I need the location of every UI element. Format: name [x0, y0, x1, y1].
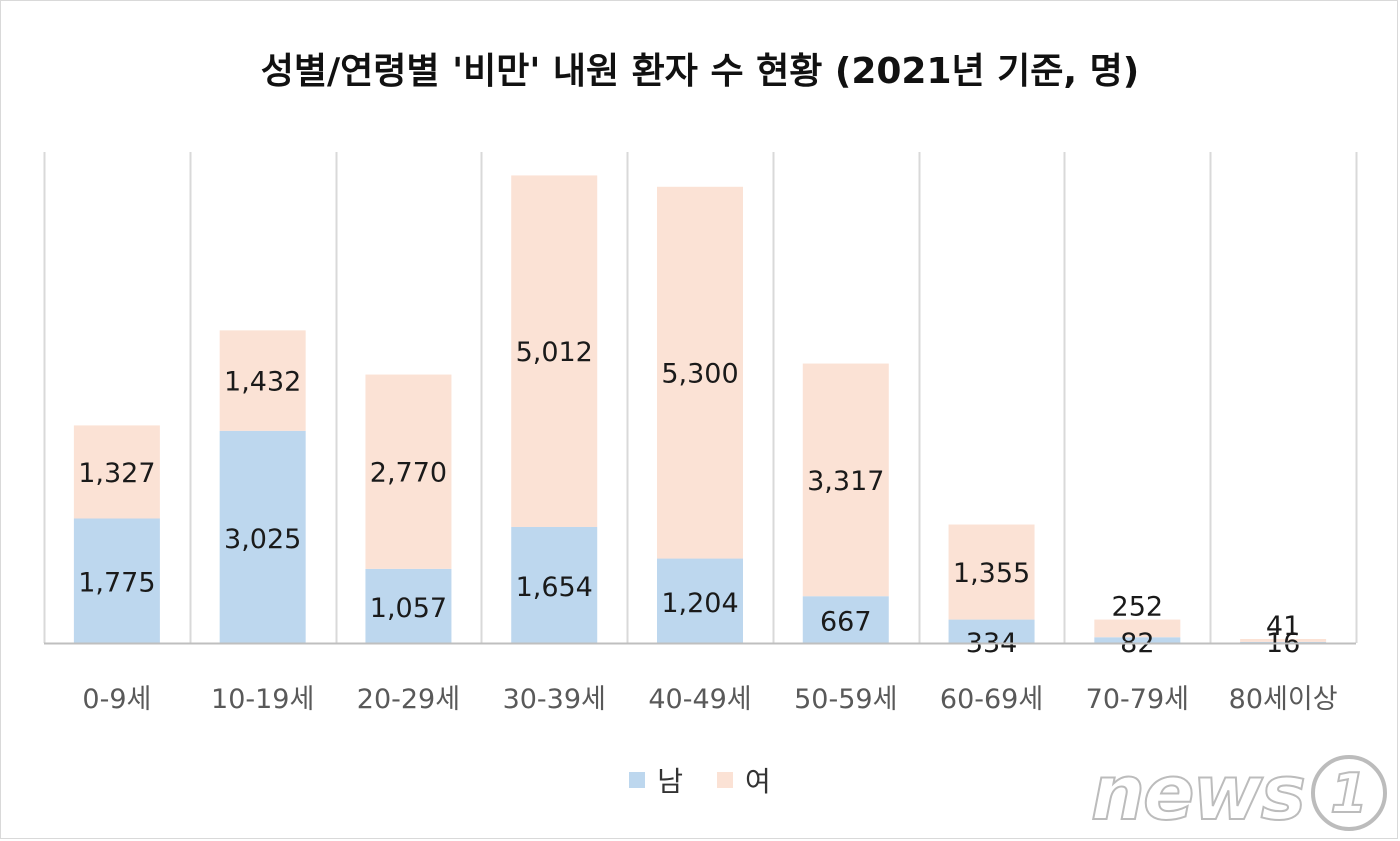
data-label-female: 2,770 — [370, 458, 447, 489]
bar-segment-female — [1094, 619, 1181, 638]
legend-label-female: 여 — [745, 765, 771, 798]
news1-watermark: news 1 — [1090, 747, 1390, 838]
x-tick-label: 70-79세 — [1086, 684, 1189, 715]
bar-segment-male — [219, 430, 306, 643]
data-label-female: 5,012 — [516, 337, 593, 368]
bar-segment-female — [1240, 639, 1327, 642]
x-tick-label: 30-39세 — [503, 684, 606, 715]
bar-segment-male — [1240, 641, 1327, 643]
chart-title: 성별/연령별 '비만' 내원 환자 수 현황 (2021년 기준, 명) — [260, 51, 1140, 92]
data-label-male: 667 — [820, 607, 872, 638]
data-label-male: 1,057 — [370, 593, 447, 624]
bar-segment-female — [365, 374, 452, 569]
x-tick-label: 20-29세 — [357, 684, 460, 715]
data-label-female: 252 — [1112, 592, 1164, 623]
x-tick-label: 80세이상 — [1229, 684, 1338, 715]
x-tick-label: 40-49세 — [648, 684, 751, 715]
bar-segment-male — [511, 526, 598, 643]
data-label-female: 1,355 — [953, 558, 1030, 589]
watermark-logo-digit: 1 — [1330, 762, 1368, 825]
x-tick-label: 10-19세 — [211, 684, 314, 715]
x-tick-label: 60-69세 — [940, 684, 1043, 715]
bar-segment-female — [511, 175, 598, 527]
legend-item-female: 여 — [717, 760, 771, 800]
data-label-male: 1,775 — [78, 568, 155, 599]
bar-segment-male — [802, 596, 889, 643]
data-label-female: 41 — [1266, 611, 1300, 642]
data-label-male: 1,204 — [661, 588, 738, 619]
bar-segment-male — [73, 518, 160, 643]
legend: 남 여 — [0, 760, 1400, 800]
bar-segment-male — [365, 568, 452, 643]
data-label-female: 3,317 — [807, 466, 884, 497]
news1-logo-icon: 1 — [1311, 754, 1387, 831]
bar-segment-female — [802, 363, 889, 597]
data-label-female: 5,300 — [661, 359, 738, 390]
bar-segment-male — [948, 619, 1035, 643]
data-label-female: 1,327 — [78, 458, 155, 489]
legend-swatch-male — [629, 772, 646, 788]
legend-item-male: 남 — [629, 760, 683, 800]
bar-segment-female — [948, 524, 1035, 620]
bar-segment-female — [219, 330, 306, 431]
bar-segment-male — [1094, 637, 1181, 643]
legend-label-male: 남 — [657, 765, 683, 798]
data-label-female: 1,432 — [224, 367, 301, 398]
x-tick-label: 50-59세 — [794, 684, 897, 715]
legend-swatch-female — [717, 772, 733, 788]
bar-segment-female — [73, 425, 160, 519]
x-tick-label: 0-9세 — [82, 684, 151, 715]
bar-segment-male — [657, 558, 743, 643]
data-label-male: 3,025 — [224, 524, 301, 555]
data-label-male: 1,654 — [516, 572, 593, 603]
bar-segment-female — [657, 186, 743, 559]
watermark-text: news — [1090, 747, 1307, 838]
